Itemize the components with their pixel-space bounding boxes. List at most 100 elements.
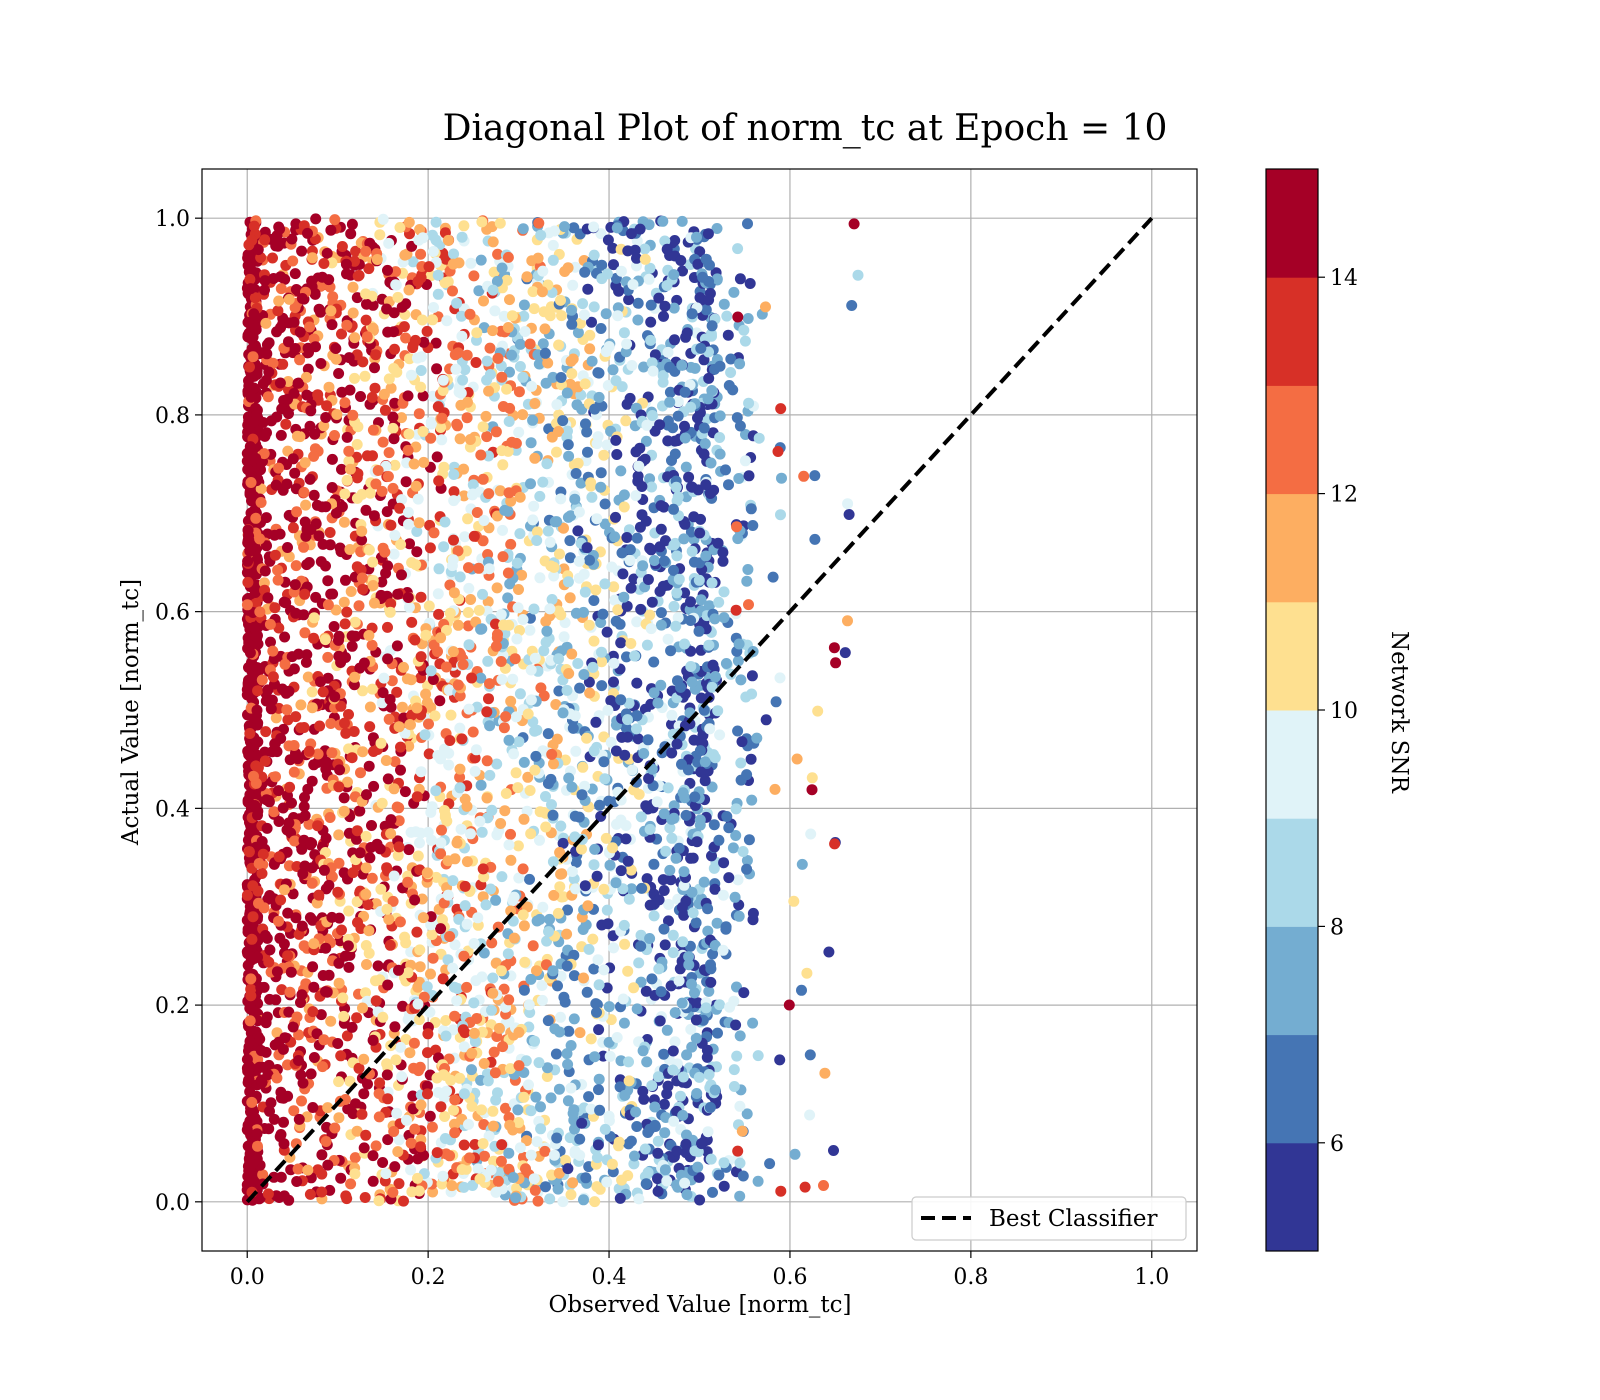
- scatter-point: [691, 836, 703, 848]
- scatter-point: [375, 737, 387, 749]
- scatter-point: [631, 260, 642, 272]
- scatter-point: [368, 746, 379, 757]
- scatter-point: [243, 1074, 255, 1085]
- scatter-point: [261, 822, 273, 834]
- scatter-point: [368, 510, 380, 522]
- scatter-point: [444, 1150, 456, 1162]
- scatter-point: [393, 1178, 405, 1190]
- scatter-point: [569, 493, 581, 505]
- scatter-point: [293, 1113, 305, 1125]
- scatter-point: [410, 480, 422, 492]
- scatter-point: [393, 802, 405, 814]
- scatter-point: [402, 506, 414, 518]
- scatter-point: [585, 1033, 597, 1045]
- scatter-point: [381, 506, 393, 518]
- scatter-point: [664, 822, 676, 834]
- scatter-point: [717, 547, 729, 558]
- scatter-point: [660, 845, 672, 857]
- scatter-point: [427, 246, 439, 257]
- scatter-point: [426, 801, 438, 813]
- scatter-point: [382, 264, 393, 276]
- scatter-point: [529, 1184, 541, 1196]
- scatter-point: [400, 1034, 412, 1045]
- scatter-point: [304, 321, 316, 333]
- scatter-point: [347, 281, 359, 293]
- scatter-point: [343, 352, 355, 364]
- scatter-point: [577, 298, 589, 310]
- scatter-point: [282, 542, 293, 553]
- scatter-point: [503, 994, 515, 1006]
- scatter-point: [621, 338, 633, 350]
- scatter-point: [728, 1064, 740, 1076]
- scatter-point: [588, 249, 600, 261]
- scatter-point: [561, 684, 573, 696]
- scatter-point: [296, 920, 308, 932]
- scatter-point: [556, 310, 567, 322]
- scatter-point: [589, 1196, 601, 1208]
- scatter-point: [265, 703, 277, 715]
- scatter-point: [262, 391, 274, 403]
- scatter-point: [638, 361, 650, 373]
- scatter-point: [615, 637, 627, 649]
- scatter-point: [528, 500, 540, 512]
- scatter-point: [382, 1093, 394, 1105]
- scatter-point: [680, 461, 692, 473]
- scatter-point: [344, 1075, 356, 1087]
- scatter-point: [461, 349, 473, 361]
- scatter-point: [593, 1084, 604, 1096]
- scatter-point: [392, 588, 404, 600]
- scatter-point: [728, 286, 740, 298]
- scatter-point: [700, 550, 712, 562]
- scatter-point: [346, 752, 358, 764]
- scatter-point: [687, 907, 699, 919]
- scatter-point: [551, 516, 563, 528]
- scatter-point: [490, 894, 502, 906]
- scatter-point: [467, 488, 479, 500]
- scatter-point: [415, 766, 427, 778]
- scatter-point: [349, 671, 361, 683]
- scatter-point: [353, 600, 365, 612]
- scatter-point: [509, 653, 521, 665]
- scatter-point: [305, 1068, 317, 1080]
- scatter-point: [718, 612, 730, 624]
- scatter-point: [466, 1064, 477, 1076]
- scatter-point: [532, 252, 544, 264]
- scatter-point: [525, 478, 536, 490]
- scatter-point: [422, 1088, 433, 1100]
- scatter-point: [546, 431, 558, 443]
- scatter-point: [304, 420, 316, 432]
- scatter-point: [699, 775, 711, 787]
- scatter-point: [397, 1000, 409, 1012]
- scatter-point: [259, 275, 271, 287]
- scatter-point: [553, 685, 565, 697]
- scatter-point: [497, 459, 509, 471]
- scatter-point: [711, 223, 723, 234]
- scatter-point: [394, 916, 406, 928]
- scatter-point: [550, 1048, 562, 1060]
- scatter-point: [685, 596, 696, 608]
- scatter-point: [422, 1028, 434, 1040]
- scatter-point: [439, 1133, 451, 1144]
- scatter-point: [458, 1041, 470, 1053]
- scatter-point: [458, 463, 470, 475]
- scatter-point: [378, 672, 390, 684]
- scatter-point: [621, 651, 632, 663]
- scatter-point: [686, 676, 698, 688]
- scatter-point: [414, 944, 426, 956]
- scatter-point: [604, 1050, 616, 1062]
- scatter-point: [476, 1104, 487, 1116]
- scatter-point: [631, 1003, 643, 1015]
- scatter-point: [339, 1094, 351, 1105]
- scatter-point: [363, 947, 375, 959]
- scatter-point: [512, 782, 524, 794]
- scatter-point: [364, 701, 376, 713]
- scatter-point: [246, 942, 257, 953]
- scatter-point: [481, 355, 493, 367]
- scatter-point: [381, 903, 393, 915]
- scatter-point: [566, 648, 578, 660]
- scatter-point: [480, 410, 492, 422]
- scatter-point: [267, 357, 279, 369]
- scatter-point: [676, 997, 688, 1009]
- scatter-point: [404, 538, 415, 550]
- scatter-point: [742, 313, 754, 324]
